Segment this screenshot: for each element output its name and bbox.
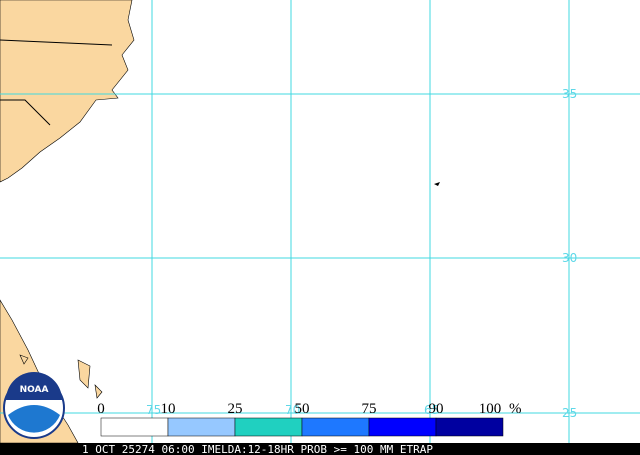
logo-text: NOAA xyxy=(20,385,49,395)
legend-label: 0 xyxy=(97,401,105,417)
legend-swatch xyxy=(234,417,303,437)
noaa-logo: NOAA xyxy=(3,372,65,439)
legend-swatch xyxy=(301,417,370,437)
legend-swatch xyxy=(167,417,236,437)
lon-label: 70 xyxy=(285,403,300,417)
legend-swatch xyxy=(368,417,437,437)
bermuda xyxy=(434,182,440,186)
state-borders xyxy=(0,39,113,126)
legend-label: 10 xyxy=(161,401,176,417)
land-bahamas xyxy=(19,354,103,399)
lon-label: 75 xyxy=(146,403,161,417)
legend-label: 90 xyxy=(429,401,444,417)
lat-label: 25 xyxy=(562,406,577,420)
lat-label: 35 xyxy=(562,87,577,101)
legend-label: 75 xyxy=(362,401,377,417)
footer-bar xyxy=(0,443,640,455)
legend-label: 50 xyxy=(295,401,310,417)
land-carolinas xyxy=(0,0,135,183)
footer-text: 1 OCT 25274 06:00 IMELDA:12-18HR PROB >=… xyxy=(82,443,433,455)
lat-label: 30 xyxy=(562,251,577,265)
lon-label: 65 xyxy=(424,403,439,417)
legend-unit: % xyxy=(509,401,522,417)
legend-swatch xyxy=(435,417,504,437)
legend-swatch xyxy=(100,417,169,437)
legend-label: 25 xyxy=(228,401,243,417)
legend-label: 100 xyxy=(479,401,502,417)
